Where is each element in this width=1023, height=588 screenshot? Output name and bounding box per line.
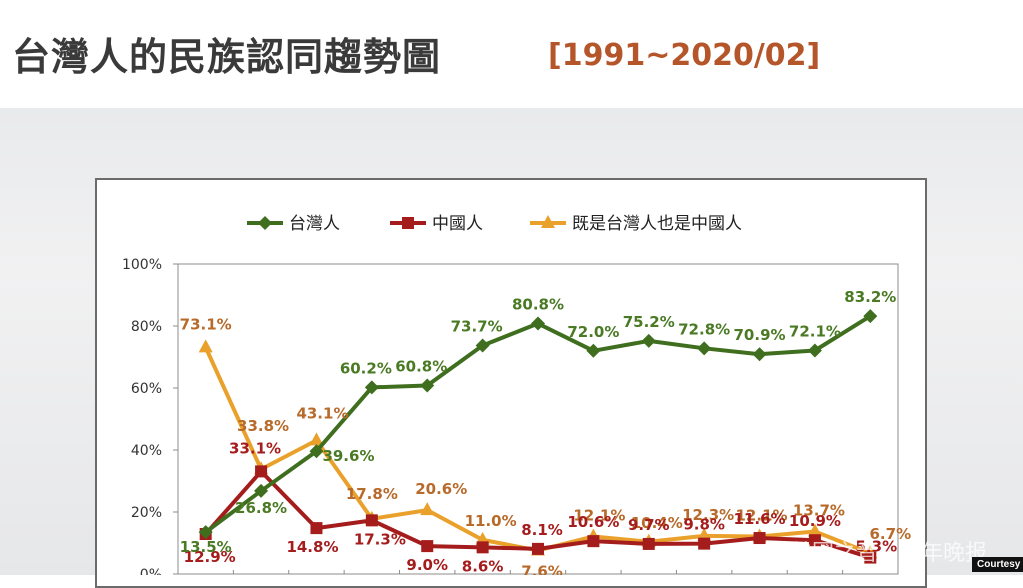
data-label: 11.0% [465, 512, 517, 530]
legend-label: 既是台灣人也是中國人 [572, 214, 742, 234]
data-label: 75.2% [623, 313, 675, 331]
data-label: 8.6% [462, 557, 504, 575]
data-point-square [698, 537, 711, 550]
y-tick-label: 20% [131, 505, 162, 521]
data-label: 73.7% [451, 318, 503, 336]
data-label: 13.7% [793, 502, 845, 520]
plot-area [177, 263, 899, 575]
data-label: 80.8% [512, 296, 564, 314]
data-label: 9.8% [683, 516, 725, 534]
page-title: 台灣人的民族認同趨勢圖 [12, 35, 442, 79]
data-point-triangle [807, 523, 822, 537]
data-label: 14.8% [286, 538, 338, 556]
line-chart: 0% 20% 40% 60% 80% 100% 73.1% 33.8% 43.1% 17.8% 20… [122, 214, 912, 575]
data-label: 9.7% [628, 516, 670, 534]
data-label: 11.6% [734, 510, 786, 528]
data-point-diamond [531, 316, 545, 331]
data-point-diamond [697, 341, 712, 356]
data-point-diamond [364, 380, 379, 395]
data-label: 33.8% [237, 417, 289, 435]
data-label: 43.1% [296, 404, 348, 422]
data-point-diamond [641, 333, 656, 348]
series-line [204, 314, 872, 534]
data-label: 10.4% [631, 514, 683, 532]
header-bar: 台灣人的民族認同趨勢圖 [1991~2020/02] [0, 0, 1023, 108]
data-label: 8.1% [521, 521, 563, 539]
data-label: 9.0% [406, 556, 448, 574]
data-label: 10.6% [567, 513, 619, 531]
y-tick-label: 40% [131, 443, 162, 459]
data-point-diamond [586, 343, 601, 358]
data-point-diamond [475, 338, 490, 353]
data-point-diamond [863, 309, 878, 324]
data-point-square [365, 514, 378, 527]
y-tick-label: 0% [140, 567, 162, 575]
data-label: 70.9% [734, 326, 786, 344]
data-label: 20.6% [415, 480, 467, 498]
data-point-square [753, 532, 766, 545]
y-tick-label: 100% [122, 257, 162, 273]
data-point-square [642, 537, 655, 550]
data-label: 83.2% [844, 288, 896, 306]
data-point-diamond [258, 216, 272, 230]
watermark: 美國之音 · 看年晚报 [790, 541, 987, 566]
legend-label: 台灣人 [289, 214, 340, 234]
legend-label: 中國人 [432, 214, 483, 234]
data-point-diamond [254, 483, 269, 498]
data-label: 60.2% [340, 359, 392, 377]
data-label: 5.3% [856, 538, 898, 556]
data-point-square [864, 551, 877, 564]
data-point-square [255, 465, 268, 478]
data-point-triangle [309, 432, 324, 446]
data-label: 73.1% [180, 315, 232, 333]
data-label: 72.0% [567, 323, 619, 341]
y-tick-label: 60% [131, 381, 162, 397]
data-label: 33.1% [229, 439, 281, 457]
data-label: 72.8% [678, 320, 730, 338]
page-subtitle: [1991~2020/02] [548, 38, 821, 73]
data-point-triangle [420, 502, 435, 516]
data-label: 12.1% [573, 506, 625, 524]
data-label: 6.7% [870, 525, 912, 543]
data-point-square [808, 534, 821, 547]
data-label: 17.8% [346, 485, 398, 503]
data-label: 39.6% [322, 447, 374, 465]
data-point-square [421, 540, 434, 553]
courtesy-badge: Courtesy [972, 557, 1023, 572]
data-label: 12.3% [682, 506, 734, 524]
data-point-square [532, 542, 544, 555]
data-point-diamond [807, 343, 822, 358]
data-point-diamond [309, 444, 324, 459]
data-point-triangle [541, 215, 555, 228]
data-label: 17.3% [354, 530, 406, 548]
data-label: 13.5% [180, 538, 232, 556]
data-point-diamond [752, 347, 767, 362]
data-label: 72.1% [789, 322, 841, 340]
data-label: 12.9% [184, 548, 236, 566]
data-point-square [587, 535, 600, 548]
data-point-triangle [198, 339, 213, 353]
chart-frame [95, 178, 927, 588]
data-label: 60.8% [395, 358, 447, 376]
data-label: 12.1% [736, 506, 788, 524]
data-label: 10.9% [789, 512, 841, 530]
y-tick-label: 80% [131, 319, 162, 335]
data-point-square [402, 217, 414, 229]
data-point-square [310, 522, 323, 535]
data-label: 7.6% [521, 562, 563, 575]
data-point-square [476, 541, 489, 554]
data-point-diamond [420, 378, 435, 393]
data-point-diamond [198, 525, 213, 540]
data-label: 26.8% [235, 499, 287, 517]
